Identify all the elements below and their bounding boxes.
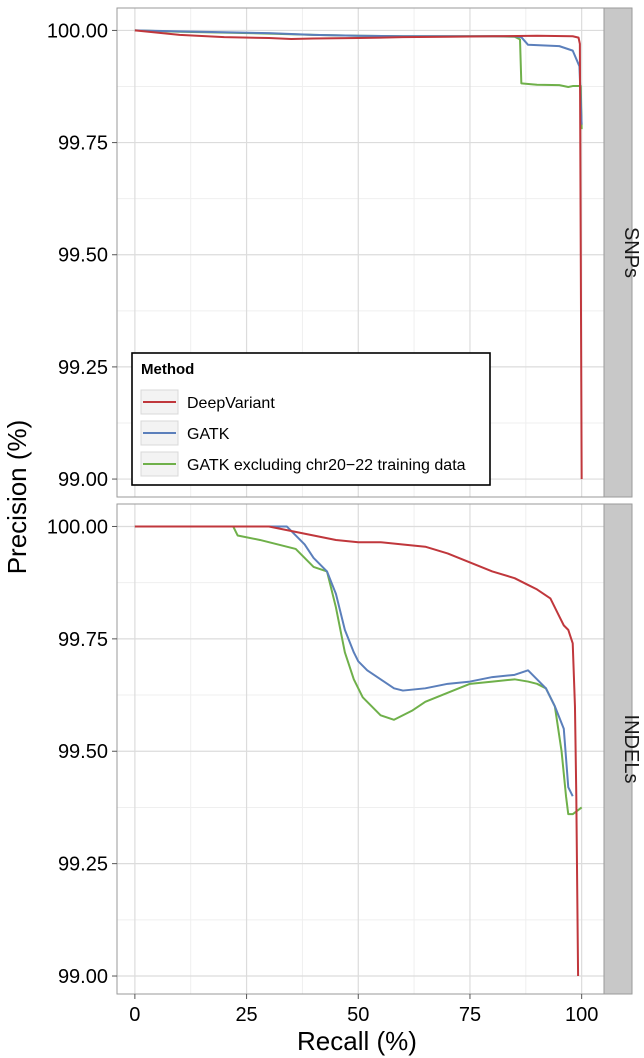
y-tick-label: 99.50 [58, 741, 108, 763]
x-tick-label: 0 [129, 1004, 140, 1026]
x-tick-label: 25 [235, 1004, 257, 1026]
y-tick-label: 100.00 [47, 20, 108, 42]
facet-panels: 99.00 99.25 99.50 99.75 100.00 SNPs 99.00 99.25… [47, 7, 642, 1026]
series-lines [134, 525, 583, 977]
y-tick-label: 99.75 [58, 133, 108, 155]
x-axis-title: Recall (%) [297, 1026, 417, 1056]
y-tick-label: 99.25 [58, 854, 108, 876]
y-tick-label: 99.00 [58, 966, 108, 988]
facet-strip-label: INDELs [620, 715, 642, 784]
y-tick-label: 99.75 [58, 629, 108, 651]
series-lines [134, 29, 583, 480]
x-tick-label: 100 [565, 1004, 598, 1026]
series-line-deepvariant [134, 29, 583, 480]
y-tick-label: 99.50 [58, 245, 108, 267]
series-line-deepvariant [134, 525, 580, 977]
panel-indels: 99.00 99.25 99.50 99.75 100.00 INDELs [47, 503, 642, 995]
panel-background [117, 504, 604, 994]
legend: Method DeepVariant GATK GATK excluding chr… [131, 352, 491, 486]
facet-strip-label: SNPs [620, 227, 642, 278]
legend-label: GATK excluding chr20−22 training data [187, 457, 466, 474]
x-tick-label: 50 [347, 1004, 369, 1026]
legend-label: DeepVariant [187, 395, 275, 412]
x-tick-label: 75 [459, 1004, 481, 1026]
legend-label: GATK [187, 426, 230, 443]
y-tick-label: 100.00 [47, 516, 108, 538]
legend-title: Method [141, 361, 194, 378]
series-line-gatk-excluding-chr20-22-training-data [134, 525, 583, 816]
y-tick-label: 99.25 [58, 357, 108, 379]
series-line-gatk [134, 525, 574, 797]
facet-strip [603, 7, 633, 498]
y-axis-title: Precision (%) [2, 420, 32, 575]
facet-strip [603, 503, 633, 995]
legend-box [131, 352, 491, 486]
y-tick-label: 99.00 [58, 469, 108, 491]
